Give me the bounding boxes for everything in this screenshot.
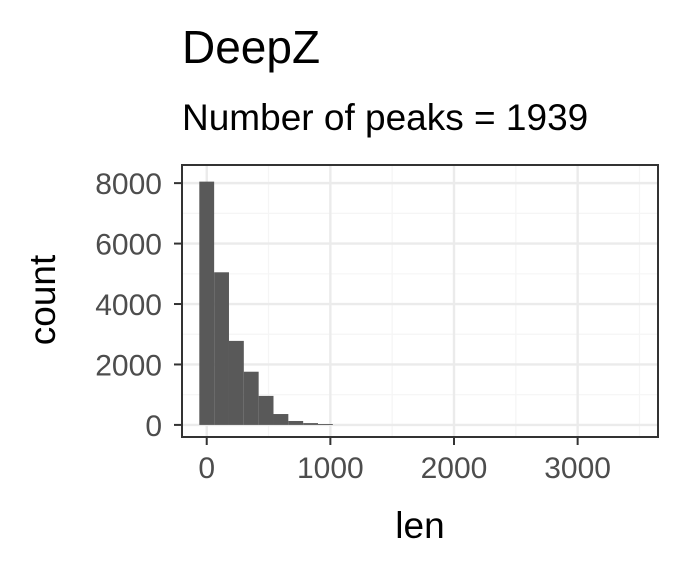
histogram-bar (214, 272, 229, 425)
y-axis: 0 2000 4000 6000 8000 (95, 168, 182, 443)
x-tick-label: 1000 (297, 452, 364, 485)
chart-title: DeepZ (182, 21, 320, 73)
x-tick-label: 0 (198, 452, 215, 485)
histogram-bar (258, 395, 274, 425)
chart-subtitle: Number of peaks = 1939 (182, 97, 588, 138)
histogram-bar (288, 420, 304, 425)
histogram-bar (303, 423, 318, 425)
y-tick-label: 2000 (95, 349, 162, 382)
y-axis-title: count (22, 254, 63, 345)
y-tick-label: 8000 (95, 168, 162, 201)
y-tick-label: 6000 (95, 229, 162, 262)
histogram-bar (318, 424, 333, 425)
histogram-bar (228, 340, 244, 425)
histogram-bar (199, 181, 215, 425)
bars (199, 181, 333, 425)
x-axis-title: len (395, 505, 444, 546)
x-tick-label: 3000 (544, 452, 611, 485)
panel-border (181, 164, 659, 438)
x-tick-label: 2000 (421, 452, 488, 485)
x-axis: 0 1000 2000 3000 (198, 437, 611, 485)
histogram-bar (243, 371, 259, 425)
histogram-bar (273, 414, 289, 425)
y-tick-label: 0 (145, 410, 162, 443)
y-tick-label: 4000 (95, 289, 162, 322)
